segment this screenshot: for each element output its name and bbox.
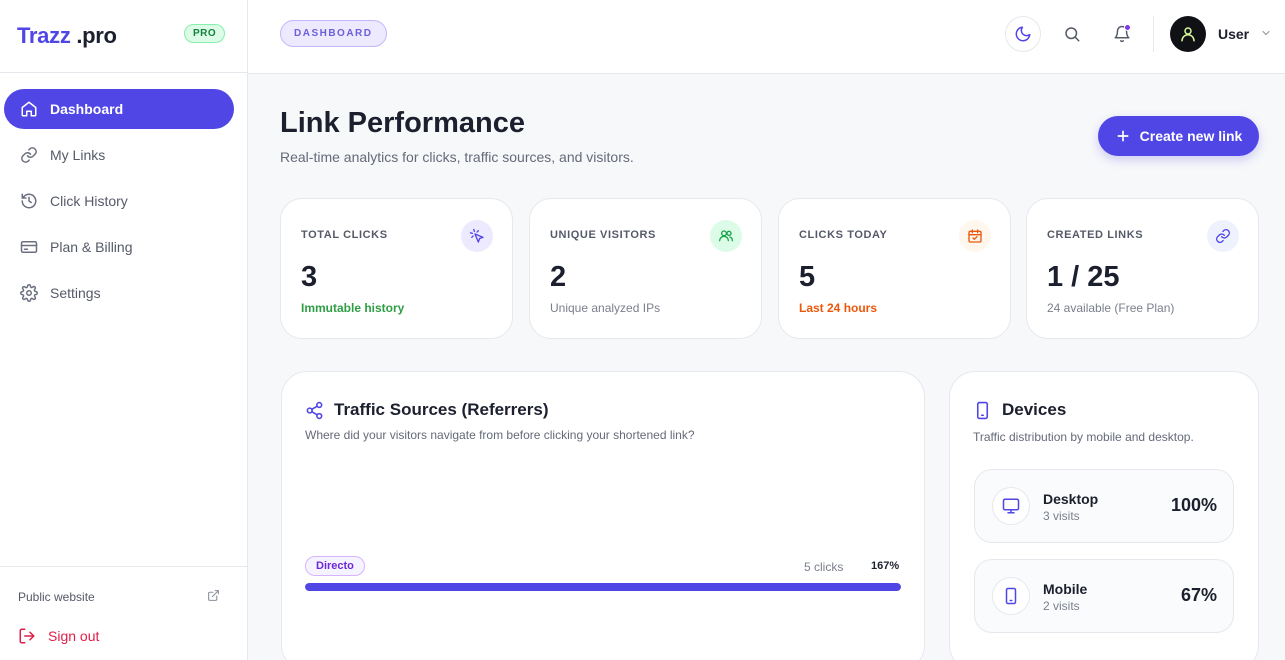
device-item-desktop: Desktop 3 visits 100% xyxy=(974,469,1234,543)
card-header: Devices xyxy=(973,400,1066,420)
sign-out-button[interactable]: Sign out xyxy=(18,627,99,645)
sidebar-item-label: Settings xyxy=(50,285,101,301)
bell-icon xyxy=(1114,25,1130,43)
card-header: Traffic Sources (Referrers) xyxy=(305,400,548,420)
user-name[interactable]: User xyxy=(1218,26,1250,42)
card-title: Devices xyxy=(1002,400,1067,419)
card-title: Traffic Sources (Referrers) xyxy=(334,400,549,419)
users-icon xyxy=(710,220,742,252)
history-icon xyxy=(20,192,38,210)
billing-icon xyxy=(20,238,38,256)
sidebar-item-click-history[interactable]: Click History xyxy=(4,181,234,221)
sidebar-footer: Public website Sign out xyxy=(0,566,247,660)
device-name: Desktop xyxy=(1043,491,1099,507)
stat-card-clicks-today: CLICKS TODAY 5 Last 24 hours xyxy=(778,198,1011,339)
plus-icon xyxy=(1117,130,1129,142)
sidebar-item-label: Plan & Billing xyxy=(50,239,133,255)
stat-value: 1 / 25 xyxy=(1047,261,1120,293)
cursor-click-icon xyxy=(461,220,493,252)
moon-icon xyxy=(1015,26,1031,42)
theme-toggle-button[interactable] xyxy=(1005,16,1041,52)
public-website-link[interactable]: Public website xyxy=(18,590,95,604)
breadcrumb: DASHBOARD xyxy=(280,20,387,47)
stat-note: Immutable history xyxy=(301,301,405,315)
page-title: Link Performance xyxy=(280,107,525,139)
referrer-tag: Directo xyxy=(305,556,365,576)
sidebar-item-plan-billing[interactable]: Plan & Billing xyxy=(4,227,234,267)
stat-label: UNIQUE VISITORS xyxy=(550,229,656,241)
chevron-down-icon[interactable] xyxy=(1260,27,1272,39)
notifications-button[interactable] xyxy=(1104,16,1140,52)
notification-dot xyxy=(1124,24,1131,31)
stat-label: TOTAL CLICKS xyxy=(301,229,388,241)
link-icon xyxy=(1207,220,1239,252)
device-visits: 2 visits xyxy=(1043,599,1080,613)
sign-out-label: Sign out xyxy=(48,628,100,644)
calendar-check-icon xyxy=(959,220,991,252)
page-subtitle: Real-time analytics for clicks, traffic … xyxy=(280,149,634,165)
device-item-mobile: Mobile 2 visits 67% xyxy=(974,559,1234,633)
stat-value: 3 xyxy=(301,261,318,293)
device-name: Mobile xyxy=(1043,581,1088,597)
smartphone-icon xyxy=(976,401,989,419)
sidebar-item-my-links[interactable]: My Links xyxy=(4,135,234,175)
device-visits: 3 visits xyxy=(1043,509,1080,523)
external-link-icon[interactable] xyxy=(207,589,220,602)
traffic-sources-card: Traffic Sources (Referrers) Where did yo… xyxy=(281,371,925,660)
card-subtitle: Where did your visitors navigate from be… xyxy=(305,428,695,442)
referrer-progress-fill xyxy=(305,583,901,591)
create-new-link-button[interactable]: Create new link xyxy=(1098,116,1259,156)
header-divider xyxy=(1153,16,1154,52)
stat-note: 24 available (Free Plan) xyxy=(1047,301,1175,315)
stat-label: CREATED LINKS xyxy=(1047,229,1144,241)
search-button[interactable] xyxy=(1054,16,1090,52)
sidebar-item-label: Click History xyxy=(50,193,128,209)
devices-card: Devices Traffic distribution by mobile a… xyxy=(949,371,1259,660)
stat-value: 2 xyxy=(550,261,567,293)
stat-label: CLICKS TODAY xyxy=(799,229,888,241)
device-percent: 100% xyxy=(1170,495,1217,515)
stat-card-total-clicks: TOTAL CLICKS 3 Immutable history xyxy=(280,198,513,339)
stat-note: Unique analyzed IPs xyxy=(550,301,661,315)
sidebar-nav: Dashboard My Links Click History Plan & … xyxy=(0,73,247,313)
brand-logo[interactable]: Trazz .pro xyxy=(17,23,117,49)
referrer-percent: 167% xyxy=(871,560,900,572)
sidebar-item-label: Dashboard xyxy=(50,101,124,117)
stat-value: 5 xyxy=(799,261,816,293)
pro-badge: PRO xyxy=(184,24,226,43)
home-icon xyxy=(20,100,38,118)
referrer-clicks: 5 clicks xyxy=(804,560,844,574)
search-icon xyxy=(1065,27,1080,42)
sidebar-item-dashboard[interactable]: Dashboard xyxy=(4,89,234,129)
stat-card-unique-visitors: UNIQUE VISITORS 2 Unique analyzed IPs xyxy=(529,198,762,339)
gear-icon xyxy=(20,284,38,302)
stat-card-created-links: CREATED LINKS 1 / 25 24 available (Free … xyxy=(1026,198,1259,339)
top-header: DASHBOARD User xyxy=(248,0,1285,74)
device-percent: 67% xyxy=(1180,585,1217,605)
sidebar-item-label: My Links xyxy=(50,147,106,163)
link-icon xyxy=(20,146,38,164)
brand-name-part1: Trazz xyxy=(17,23,71,48)
monitor-icon xyxy=(992,487,1030,525)
user-icon xyxy=(1181,27,1195,42)
logout-icon xyxy=(19,628,35,644)
sidebar: Trazz .pro PRO Dashboard My Links Click … xyxy=(0,0,248,660)
brand: Trazz .pro PRO xyxy=(0,0,247,73)
create-new-link-label: Create new link xyxy=(1139,128,1243,144)
smartphone-icon xyxy=(992,577,1030,615)
card-subtitle: Traffic distribution by mobile and deskt… xyxy=(973,430,1194,444)
sidebar-item-settings[interactable]: Settings xyxy=(4,273,234,313)
stat-note: Last 24 hours xyxy=(799,301,878,315)
brand-name-part2: .pro xyxy=(70,23,117,48)
avatar[interactable] xyxy=(1170,16,1206,52)
referrer-progress-track xyxy=(305,583,901,591)
share-icon xyxy=(306,401,323,419)
